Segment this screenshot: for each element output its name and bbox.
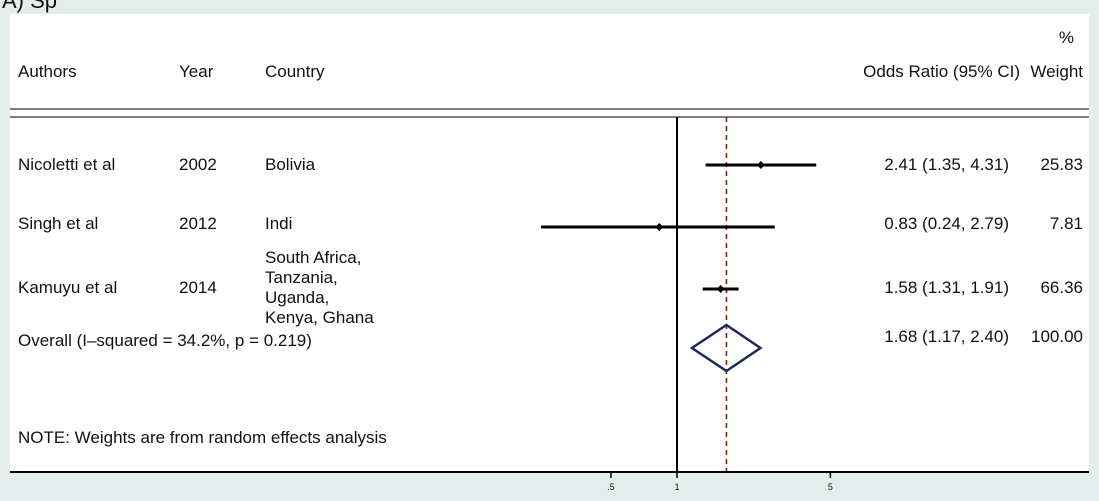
row-odds-ratio: 2.41 (1.35, 4.31) [884, 155, 1009, 174]
row-odds-ratio: 0.83 (0.24, 2.79) [884, 214, 1009, 233]
header-weight: Weight [1030, 62, 1083, 81]
row-year: 2012 [179, 214, 217, 233]
overall-odds-ratio: 1.68 (1.17, 2.40) [884, 327, 1009, 346]
row-country: Bolivia [265, 155, 316, 174]
row-country: Tanzania, [265, 268, 338, 287]
header-year: Year [179, 62, 214, 81]
row-country: Kenya, Ghana [265, 308, 374, 327]
point-estimate-marker [716, 285, 725, 293]
x-tick-label: 1 [674, 482, 679, 492]
forest-plot-panel: Authors Year Country Odds Ratio (95% CI)… [10, 14, 1089, 492]
forest-plot-svg: .5 1 5 [10, 108, 1089, 492]
row-author: Nicoletti et al [18, 155, 116, 174]
row-odds-ratio: 1.58 (1.31, 1.91) [884, 278, 1009, 297]
row-year: 2014 [179, 278, 217, 297]
row-author: Singh et al [18, 214, 99, 233]
row-author: Kamuyu et al [18, 278, 118, 297]
row-country: Uganda, [265, 288, 330, 307]
panel-label: A) Sp [2, 0, 58, 13]
point-estimate-marker [655, 223, 664, 231]
row-weight: 66.36 [1040, 278, 1083, 297]
row-year: 2002 [179, 155, 217, 174]
row-country: Indi [265, 214, 293, 233]
point-estimate-marker [756, 161, 765, 169]
x-tick-label: .5 [607, 482, 615, 492]
row-weight: 7.81 [1049, 214, 1083, 233]
header-odds-ratio: Odds Ratio (95% CI) [863, 62, 1020, 81]
header-authors: Authors [18, 62, 77, 81]
header-country: Country [265, 62, 325, 81]
pooled-diamond [689, 323, 763, 373]
header-percent: % [1058, 28, 1074, 47]
overall-weight: 100.00 [1031, 327, 1083, 346]
row-country: South Africa, [265, 248, 362, 267]
row-weight: 25.83 [1040, 155, 1083, 174]
x-tick-label: 5 [828, 482, 833, 492]
overall-label: Overall (I–squared = 34.2%, p = 0.219) [18, 331, 312, 350]
footnote: NOTE: Weights are from random effects an… [18, 428, 387, 447]
